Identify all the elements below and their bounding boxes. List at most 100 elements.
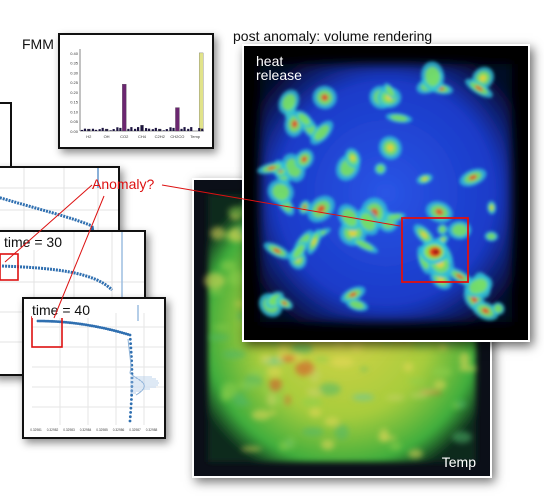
temp-blob bbox=[229, 215, 241, 220]
fmm-tick-label: 0.20 bbox=[70, 90, 79, 95]
t40-point bbox=[130, 393, 134, 397]
t40-point bbox=[128, 415, 132, 419]
t40-point bbox=[44, 319, 48, 323]
heat-blob bbox=[464, 274, 493, 298]
t40-point bbox=[129, 406, 133, 410]
fmm-minor-bar bbox=[180, 128, 183, 131]
t40-histogram bbox=[130, 376, 159, 394]
heat-blob bbox=[263, 242, 291, 260]
fmm-minor-bar bbox=[190, 127, 193, 131]
t40-point bbox=[46, 319, 50, 323]
fmm-minor-bar bbox=[134, 128, 137, 131]
fmm-minor-bar bbox=[127, 128, 130, 131]
heat-blob bbox=[345, 298, 369, 312]
fmm-minor-bar bbox=[130, 127, 133, 131]
t40-tick-label: 0.32981 bbox=[30, 428, 42, 432]
heat-label-line1: heat bbox=[256, 53, 284, 69]
fmm-minor-bar bbox=[109, 130, 112, 131]
heat-blob bbox=[278, 89, 300, 115]
temp-blob bbox=[210, 226, 226, 240]
temp-blob bbox=[389, 442, 402, 451]
fmm-category-label: CH4 bbox=[138, 134, 147, 139]
heat-blob bbox=[413, 224, 435, 246]
temp-blob bbox=[220, 391, 232, 402]
heat-blob bbox=[437, 223, 448, 235]
heat-blob bbox=[340, 286, 366, 303]
fmm-category-label: CH2CO bbox=[170, 134, 184, 139]
temp-blob bbox=[318, 382, 341, 396]
t40-tick-label: 0.32986 bbox=[113, 428, 125, 432]
heat-blob bbox=[290, 241, 308, 262]
fmm-tick-label: 0.25 bbox=[70, 80, 79, 85]
temp-blob bbox=[269, 410, 277, 416]
heat-blob bbox=[447, 220, 472, 240]
fmm-minor-bar bbox=[165, 129, 168, 131]
heat-blob bbox=[383, 82, 397, 100]
fmm-bar-oh bbox=[104, 128, 109, 132]
temp-blob bbox=[266, 393, 277, 407]
temp-blob bbox=[213, 325, 230, 330]
temp-blob bbox=[360, 367, 368, 372]
fmm-minor-bar bbox=[80, 129, 84, 131]
temp-blob bbox=[291, 343, 313, 354]
heat-release-label: heat release bbox=[256, 54, 302, 82]
heat-blob bbox=[306, 229, 322, 255]
heat-blob bbox=[421, 61, 445, 92]
fmm-minor-bar bbox=[172, 127, 175, 131]
fmm-minor-bar bbox=[91, 128, 95, 131]
t40-point bbox=[129, 346, 133, 350]
t40-point bbox=[40, 319, 44, 323]
t40-tick-label: 0.32988 bbox=[146, 428, 158, 432]
heat-blob bbox=[312, 85, 337, 110]
heat-blob bbox=[344, 148, 361, 168]
temp-blob bbox=[220, 260, 237, 271]
heat-blob bbox=[310, 120, 334, 145]
fmm-minor-bar bbox=[148, 128, 151, 131]
temp-blob bbox=[232, 392, 246, 407]
temp-blob bbox=[386, 394, 405, 401]
fmm-bar-c2h2 bbox=[158, 128, 162, 132]
temp-blob bbox=[295, 361, 315, 376]
temp-blob bbox=[251, 409, 271, 421]
t40-point bbox=[56, 320, 60, 324]
heat-blob bbox=[487, 200, 497, 215]
time30-title: time = 30 bbox=[4, 234, 62, 250]
t40-point bbox=[36, 319, 40, 323]
fmm-tick-label: 0.40 bbox=[70, 51, 79, 56]
temp-blob bbox=[459, 351, 470, 368]
fmm-bar-ch2co bbox=[175, 107, 180, 132]
fmm-minor-bar bbox=[145, 128, 148, 131]
time-plot-card-40: 0.32981 0.32982 0.32983 0.32984 0.32985 0.329… bbox=[22, 297, 166, 439]
heat-blob bbox=[465, 78, 493, 98]
t40-point bbox=[38, 319, 42, 323]
temp-blob bbox=[302, 427, 324, 437]
t40-point bbox=[129, 350, 133, 354]
heat-blob bbox=[294, 149, 314, 170]
t40-point bbox=[42, 319, 46, 323]
fmm-minor-bar bbox=[183, 127, 186, 131]
heat-blob bbox=[491, 302, 505, 316]
temp-blob bbox=[260, 354, 272, 364]
fmm-bar-ch4 bbox=[140, 124, 144, 132]
temp-blob bbox=[227, 270, 246, 286]
temp-blob bbox=[248, 368, 270, 377]
time40-title: time = 40 bbox=[32, 302, 90, 318]
heat-blob bbox=[378, 136, 402, 160]
fmm-minor-bar bbox=[162, 130, 165, 131]
time-plot-card-back-1 bbox=[0, 102, 12, 172]
temp-blob bbox=[408, 449, 423, 459]
fmm-tick-label: 0.15 bbox=[70, 100, 79, 105]
fmm-tick-label: 0.00 bbox=[70, 129, 79, 134]
temp-blob bbox=[208, 289, 223, 295]
fmm-minor-bar bbox=[101, 127, 104, 131]
temp-blob bbox=[419, 389, 437, 394]
volume-title: post anomaly: volume rendering bbox=[233, 28, 433, 44]
t40-tick-label: 0.32985 bbox=[96, 428, 108, 432]
temp-blob bbox=[324, 417, 340, 427]
t40-tick-label: 0.32983 bbox=[63, 428, 75, 432]
fmm-label: FMM bbox=[22, 36, 54, 52]
temp-blob bbox=[204, 272, 225, 289]
fmm-minor-bar bbox=[137, 127, 140, 131]
t40-point bbox=[130, 368, 134, 371]
t40-point bbox=[129, 411, 133, 414]
